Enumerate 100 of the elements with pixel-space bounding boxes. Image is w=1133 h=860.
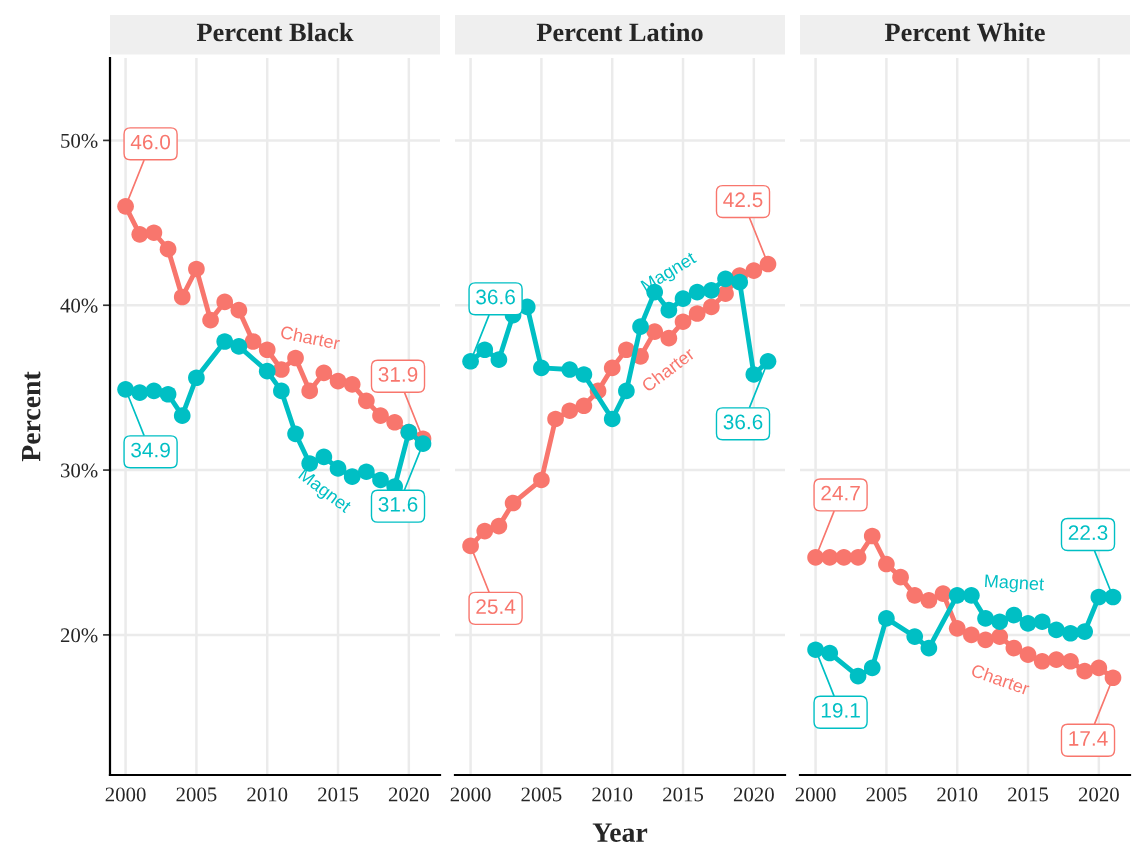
point — [1033, 652, 1051, 670]
data-label: 22.3 — [1068, 525, 1108, 541]
point — [533, 471, 550, 489]
point — [878, 610, 895, 627]
x-tick-label: 2000 — [105, 787, 146, 802]
point — [849, 549, 867, 566]
x-tick-label: 2005 — [521, 787, 562, 802]
point — [462, 352, 479, 370]
point — [963, 587, 980, 604]
point — [358, 463, 375, 481]
point — [159, 240, 177, 258]
point — [131, 226, 149, 243]
point — [315, 364, 333, 382]
point — [372, 407, 389, 425]
x-tick-label: 2020 — [1078, 787, 1119, 802]
point — [188, 260, 205, 278]
point — [490, 517, 508, 535]
point — [1062, 624, 1079, 642]
data-label: 17.4 — [1069, 731, 1108, 746]
chart-title: Percent White — [884, 22, 1045, 42]
point — [533, 359, 550, 377]
point — [547, 410, 564, 428]
point — [906, 587, 924, 604]
point — [1104, 588, 1122, 606]
x-tick-label: 2020 — [388, 787, 429, 802]
x-tick-label: 2015 — [663, 787, 704, 802]
point — [561, 402, 579, 420]
x-tick-label: 2015 — [318, 787, 359, 802]
point — [273, 361, 290, 378]
point — [1005, 606, 1023, 624]
data-label: 34.9 — [131, 442, 170, 458]
point — [745, 262, 763, 279]
point — [1005, 639, 1023, 657]
point — [462, 537, 479, 555]
point — [660, 301, 678, 319]
point — [386, 413, 404, 431]
point — [759, 255, 777, 273]
point — [731, 273, 749, 291]
data-label: 19.1 — [821, 703, 860, 718]
point — [301, 382, 319, 400]
point — [159, 385, 177, 403]
point — [504, 494, 522, 512]
x-tick-label: 2015 — [1008, 787, 1049, 802]
point — [821, 549, 839, 566]
point — [1033, 613, 1051, 631]
point — [173, 407, 191, 425]
point — [287, 425, 304, 443]
point — [963, 626, 980, 644]
y-tick-label: 20% — [60, 628, 98, 643]
x-tick-label: 2005 — [866, 787, 907, 802]
x-axis-title: Year — [592, 823, 648, 842]
point — [1048, 621, 1065, 639]
point — [759, 352, 777, 370]
point — [575, 397, 593, 415]
point — [476, 522, 494, 540]
point — [674, 313, 692, 331]
x-tick-label: 2010 — [592, 787, 633, 802]
point — [948, 619, 966, 637]
point — [414, 435, 432, 453]
data-label: 46.0 — [130, 134, 171, 150]
point — [1104, 669, 1122, 687]
point — [117, 198, 134, 215]
data-label: 36.6 — [723, 414, 763, 430]
point — [807, 641, 824, 659]
x-tick-label: 2020 — [733, 787, 774, 802]
chart-title: Percent Black — [196, 22, 354, 42]
point — [703, 282, 720, 299]
point — [230, 338, 248, 355]
series-label: Magnet — [984, 574, 1045, 595]
y-tick-label: 40% — [60, 298, 98, 313]
y-tick-label: 30% — [61, 463, 98, 478]
point — [906, 628, 924, 645]
point — [273, 382, 290, 400]
x-tick-label: 2000 — [450, 787, 491, 802]
point — [632, 318, 649, 335]
point — [745, 366, 763, 383]
point — [1062, 652, 1079, 670]
point — [717, 270, 734, 288]
point — [660, 329, 678, 347]
point — [934, 585, 952, 603]
x-tick-label: 2010 — [247, 787, 288, 802]
y-tick-label: 50% — [61, 133, 98, 148]
x-tick-label: 2010 — [937, 787, 978, 802]
point — [821, 644, 839, 662]
point — [244, 333, 262, 350]
point — [575, 366, 593, 383]
point — [807, 549, 824, 566]
point — [258, 341, 276, 359]
data-label: 24.7 — [821, 485, 860, 501]
point — [202, 311, 219, 329]
point — [646, 323, 664, 340]
point — [863, 527, 881, 545]
point — [117, 380, 134, 398]
point — [991, 613, 1009, 631]
data-label: 36.6 — [476, 289, 515, 305]
point — [1076, 662, 1094, 680]
point — [561, 361, 579, 378]
point — [920, 639, 938, 657]
point — [372, 471, 389, 489]
point — [145, 382, 163, 400]
